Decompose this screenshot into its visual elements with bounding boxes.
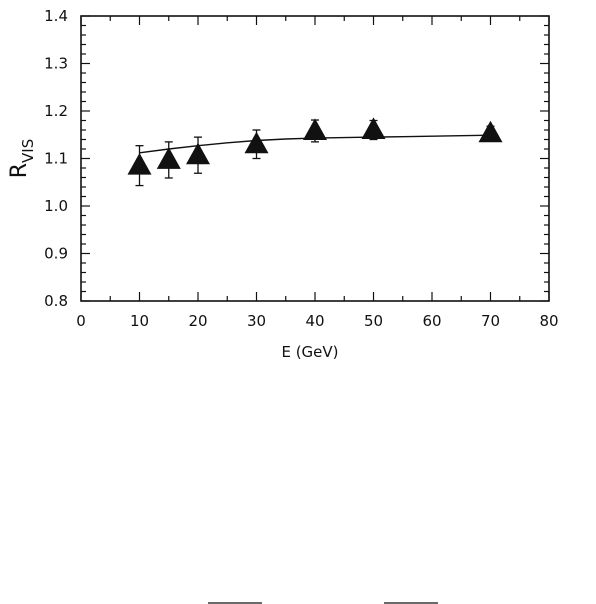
- plot-frame: [80, 15, 550, 302]
- data-point-triangle: [244, 131, 269, 154]
- x-tick-label: 20: [188, 312, 207, 330]
- x-tick-label: 80: [539, 312, 558, 330]
- data-point-triangle: [186, 142, 210, 165]
- x-tick-label: 30: [247, 312, 266, 330]
- x-tick-label: 10: [130, 312, 149, 330]
- y-tick-label: 0.8: [44, 292, 68, 310]
- data-point-triangle: [361, 117, 386, 139]
- data-point-triangle: [303, 118, 327, 140]
- plot-area: 0 10 20 30 40 50 60 70 80 0.8 0.9 1.0 1.1 1.2 1.3 1.4 E …: [7, 7, 559, 361]
- y-axis-label-main: R: [7, 163, 32, 178]
- data-point-triangle: [478, 120, 503, 143]
- x-tick-label: 50: [364, 312, 383, 330]
- x-tick-label: 70: [481, 312, 500, 330]
- y-axis-label-subscript: VIS: [19, 139, 37, 163]
- y-tick-label: 1.2: [44, 102, 68, 120]
- y-tick-label: 1.4: [44, 7, 68, 25]
- y-axis-label: RVIS: [7, 139, 37, 179]
- x-tick-label: 60: [422, 312, 441, 330]
- y-tick-label: 1.1: [44, 150, 68, 168]
- y-tick-label: 1.3: [44, 55, 68, 73]
- y-tick-label: 0.9: [44, 245, 68, 263]
- y-tick-label: 1.0: [44, 197, 68, 215]
- data-point-triangle: [127, 153, 152, 175]
- x-axis-label: E (GeV): [281, 343, 338, 361]
- x-tick-label: 0: [76, 312, 86, 330]
- data-point-triangle: [156, 147, 181, 169]
- x-tick-label: 40: [305, 312, 324, 330]
